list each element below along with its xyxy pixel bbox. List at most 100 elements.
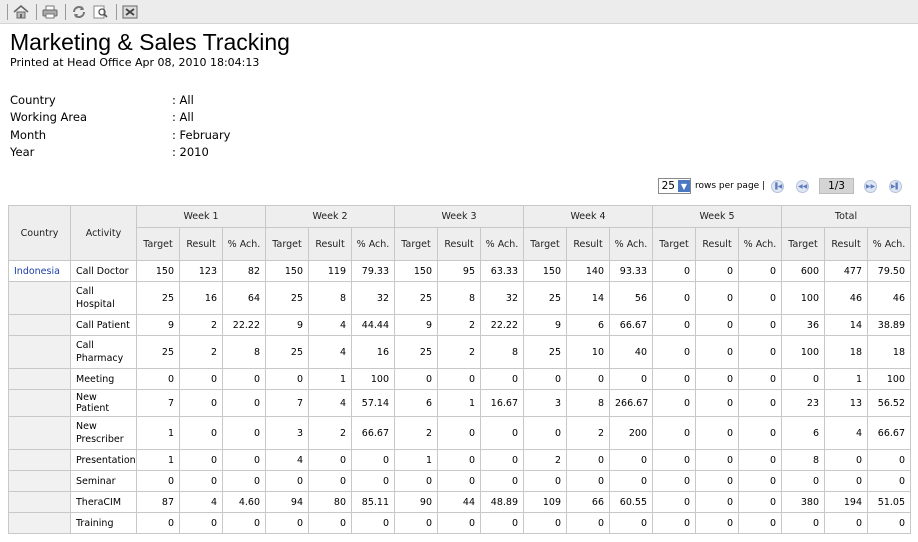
value-cell: 2	[179, 314, 223, 336]
param-value: : 2010	[172, 144, 209, 159]
country-cell	[8, 449, 71, 471]
value-cell: 8	[781, 449, 825, 471]
activity-cell: Seminar	[70, 470, 137, 492]
rows-per-page-label: rows per page |	[694, 181, 766, 191]
value-cell: 66	[566, 491, 610, 513]
value-cell: 119	[308, 260, 352, 282]
subheader-target: Target	[523, 227, 567, 261]
value-cell: 0	[738, 260, 782, 282]
value-cell: 64	[222, 281, 266, 315]
tracking-table: Country Activity Week 1 Week 2 Week 3 We…	[8, 205, 911, 534]
activity-cell: Call Pharmacy	[70, 335, 137, 369]
table-row: TheraCIM 87 4 4.60 94 80 85.11 90 44 48.89 109 66 60…	[8, 491, 911, 513]
value-cell: 63.33	[480, 260, 524, 282]
value-cell: 150	[136, 260, 180, 282]
table-row: Seminar 0 0 0 0 0 0 0 0 0 0 0 0 0 0 0 0 0 0	[8, 470, 911, 492]
value-cell: 150	[265, 260, 309, 282]
value-cell: 0	[566, 368, 610, 390]
value-cell: 0	[652, 416, 696, 450]
close-icon[interactable]	[120, 3, 140, 21]
header-activity: Activity	[70, 205, 137, 261]
first-page-icon[interactable]: ▐◀	[771, 179, 785, 193]
value-cell: 0	[265, 512, 309, 534]
value-cell: 150	[394, 260, 438, 282]
value-cell: 0	[566, 470, 610, 492]
value-cell: 0	[222, 449, 266, 471]
value-cell: 25	[265, 281, 309, 315]
prev-page-icon[interactable]: ◀◀	[796, 179, 810, 193]
value-cell: 0	[738, 449, 782, 471]
value-cell: 0	[480, 449, 524, 471]
value-cell: 0	[265, 368, 309, 390]
report-toolbar	[0, 0, 918, 24]
param-label: Country	[10, 93, 56, 107]
value-cell: 94	[265, 491, 309, 513]
value-cell: 22.22	[222, 314, 266, 336]
value-cell: 0	[695, 389, 739, 417]
value-cell: 0	[394, 512, 438, 534]
country-cell	[8, 416, 71, 450]
value-cell: 266.67	[609, 389, 653, 417]
value-cell: 23	[781, 389, 825, 417]
subheader-result: Result	[824, 227, 868, 261]
value-cell: 150	[523, 260, 567, 282]
last-page-icon[interactable]: ▶▌	[889, 179, 902, 193]
value-cell: 0	[695, 449, 739, 471]
activity-cell: Call Doctor	[70, 260, 137, 282]
value-cell: 0	[179, 449, 223, 471]
value-cell: 80	[308, 491, 352, 513]
value-cell: 0	[652, 449, 696, 471]
activity-cell: Call Patient	[70, 314, 137, 336]
value-cell: 1	[308, 368, 352, 390]
value-cell: 18	[867, 335, 911, 369]
table-row: Call Patient 9 2 22.22 9 4 44.44 9 2 22.22 9 6 66.67…	[8, 314, 911, 336]
value-cell: 0	[265, 470, 309, 492]
value-cell: 0	[308, 449, 352, 471]
subheader-target: Target	[394, 227, 438, 261]
country-cell	[8, 389, 71, 417]
next-page-icon[interactable]: ▶▶	[864, 179, 877, 193]
value-cell: 0	[695, 491, 739, 513]
param-working-area: Working Area: All	[10, 109, 231, 126]
subheader-pct-ach: % Ach.	[738, 227, 782, 261]
activity-cell: New Prescriber	[70, 416, 137, 450]
header-week-5: Week 5	[652, 205, 782, 228]
refresh-icon[interactable]	[69, 3, 89, 21]
value-cell: 0	[824, 512, 868, 534]
value-cell: 9	[136, 314, 180, 336]
value-cell: 25	[265, 335, 309, 369]
report-parameters: Country: All Working Area: All Month: Fe…	[10, 92, 231, 161]
value-cell: 1	[136, 449, 180, 471]
value-cell: 25	[523, 335, 567, 369]
value-cell: 32	[480, 281, 524, 315]
home-icon[interactable]	[11, 3, 31, 21]
zoom-icon[interactable]	[91, 3, 111, 21]
value-cell: 0	[437, 449, 481, 471]
value-cell: 3	[523, 389, 567, 417]
value-cell: 0	[179, 416, 223, 450]
header-week-1: Week 1	[136, 205, 266, 228]
param-value: : All	[172, 93, 194, 107]
rows-per-page-select[interactable]: 25 ▼	[657, 178, 691, 194]
value-cell: 16	[351, 335, 395, 369]
value-cell: 0	[222, 416, 266, 450]
value-cell: 2	[308, 416, 352, 450]
header-week-4: Week 4	[523, 205, 653, 228]
value-cell: 0	[523, 368, 567, 390]
value-cell: 1	[136, 416, 180, 450]
current-page: 1/3	[819, 178, 854, 194]
value-cell: 2	[179, 335, 223, 369]
value-cell: 25	[136, 335, 180, 369]
value-cell: 0	[351, 470, 395, 492]
pagination: 25 ▼ rows per page | ▐◀ ◀◀ 1/3 ▶▶ ▶▌	[657, 178, 908, 194]
value-cell: 2	[566, 416, 610, 450]
value-cell: 0	[738, 314, 782, 336]
country-link[interactable]: Indonesia	[8, 260, 71, 282]
print-icon[interactable]	[40, 3, 60, 21]
toolbar-separator	[36, 3, 37, 20]
value-cell: 0	[351, 512, 395, 534]
value-cell: 9	[265, 314, 309, 336]
value-cell: 40	[609, 335, 653, 369]
value-cell: 477	[824, 260, 868, 282]
value-cell: 0	[695, 314, 739, 336]
